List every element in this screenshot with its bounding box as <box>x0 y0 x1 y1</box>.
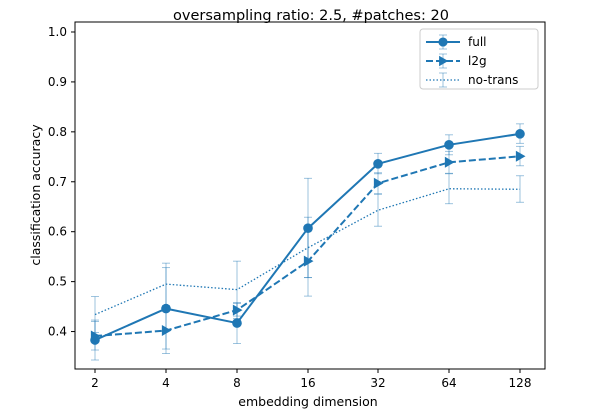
legend: full l2g no-trans <box>419 28 539 90</box>
y-axis-label: classification accuracy <box>28 124 43 266</box>
series-full <box>90 123 525 361</box>
y-tick-label: 0.5 <box>48 275 67 289</box>
y-tick-label: 1.0 <box>48 25 67 39</box>
series-line <box>94 155 521 338</box>
y-tick-label: 0.4 <box>48 325 67 339</box>
chart-title: oversampling ratio: 2.5, #patches: 20 <box>173 8 449 24</box>
data-point <box>232 304 243 316</box>
x-axis-label: embedding dimension <box>238 394 377 409</box>
y-tick-label: 0.7 <box>48 175 67 189</box>
y-tick-label: 0.6 <box>48 225 67 239</box>
x-tick-label: 32 <box>370 376 385 390</box>
y-axis: 0.4 0.5 0.6 0.7 0.8 0.9 1.0 <box>48 25 75 339</box>
legend-label: full <box>468 35 487 49</box>
data-point <box>303 255 314 267</box>
x-tick-label: 128 <box>509 376 532 390</box>
data-point <box>373 177 384 189</box>
series-line <box>94 188 521 316</box>
x-tick-label: 16 <box>300 376 315 390</box>
legend-label: l2g <box>468 54 487 68</box>
data-point <box>90 330 101 342</box>
data-point <box>444 156 455 168</box>
x-tick-label: 4 <box>162 376 170 390</box>
series-line <box>94 132 521 341</box>
x-tick-label: 2 <box>91 376 99 390</box>
series-layer <box>90 123 526 361</box>
y-tick-label: 0.9 <box>48 75 67 89</box>
legend-box <box>419 28 539 90</box>
plot-frame <box>74 21 546 370</box>
x-tick-label: 8 <box>233 376 241 390</box>
legend-label: no-trans <box>468 73 518 87</box>
y-tick-label: 0.8 <box>48 125 67 139</box>
data-point <box>161 325 172 337</box>
x-tick-label: 64 <box>441 376 456 390</box>
data-point <box>373 158 383 169</box>
data-point <box>444 140 454 150</box>
legend-marker <box>438 37 448 47</box>
legend-marker <box>439 55 449 67</box>
data-point <box>232 318 242 328</box>
x-axis: 2 4 8 16 32 64 128 <box>91 369 531 390</box>
data-point <box>515 150 526 162</box>
data-point <box>515 129 525 139</box>
series-no-trans <box>91 173 524 333</box>
